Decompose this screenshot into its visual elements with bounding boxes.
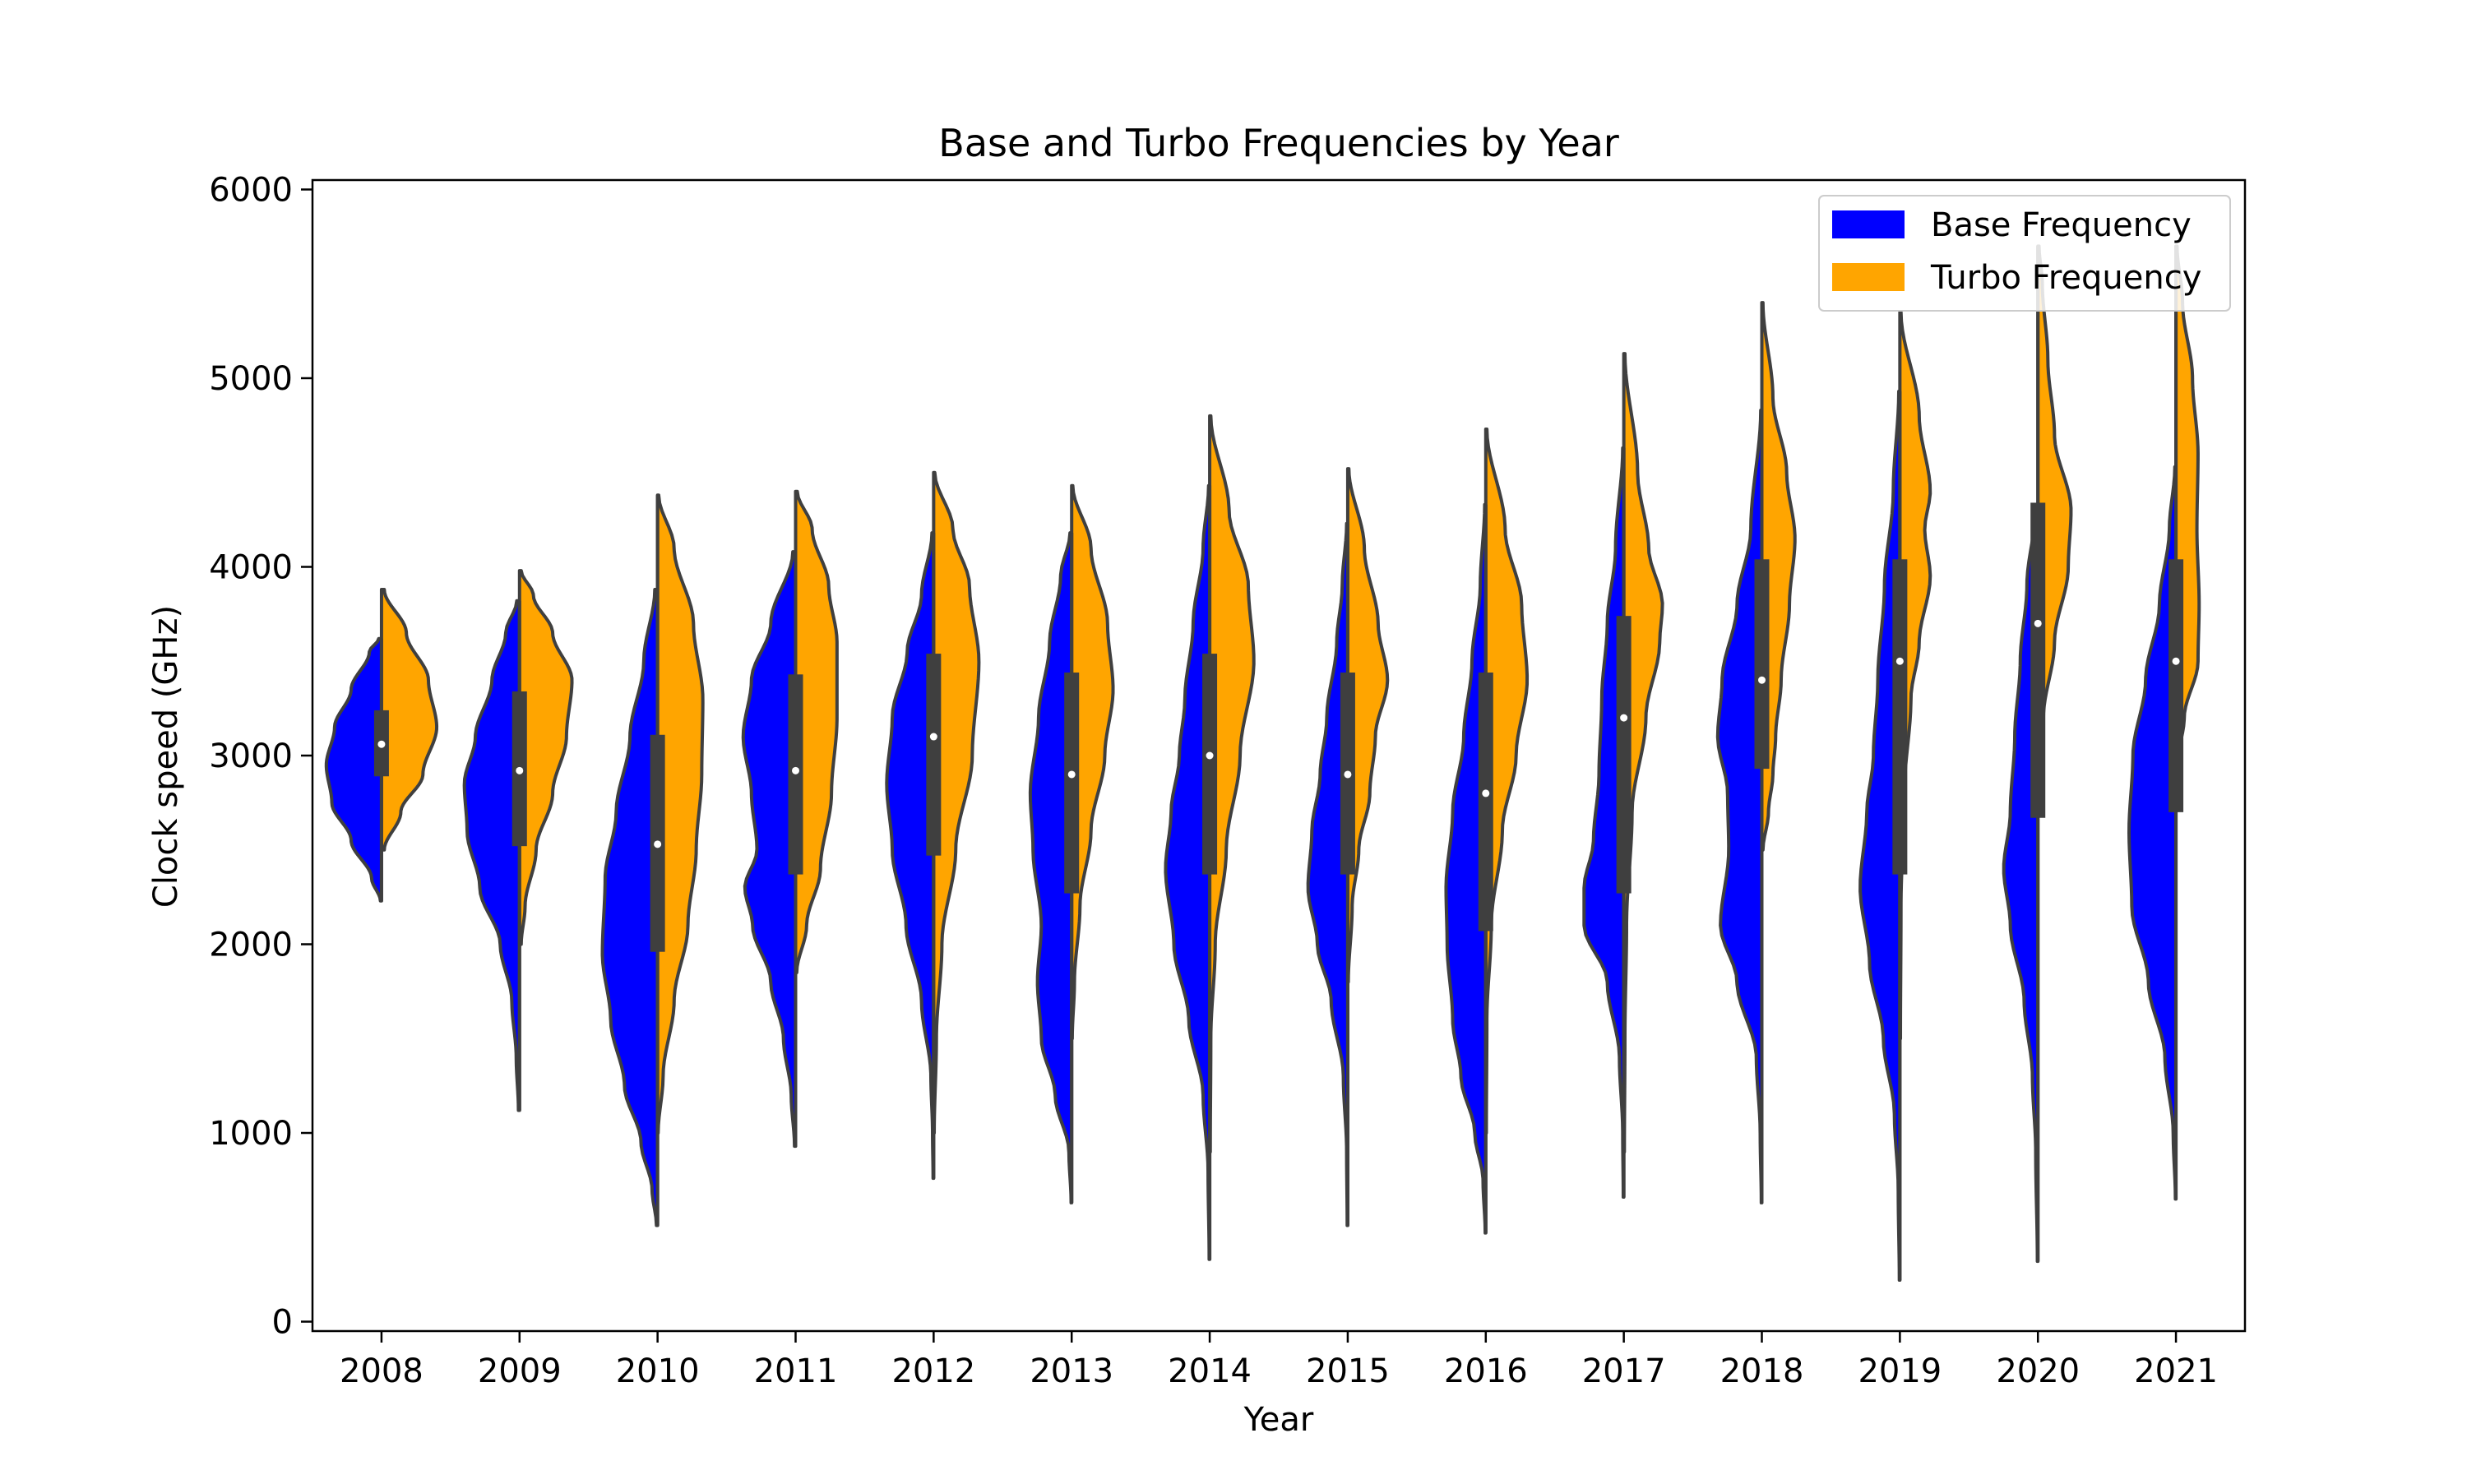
iqr-box-2011	[788, 674, 803, 875]
violin-turbo-2018	[1760, 301, 1797, 852]
violin-base-2008	[324, 636, 383, 903]
median-dot-2021	[2172, 657, 2180, 665]
median-dot-2017	[1620, 714, 1628, 722]
iqr-box-2016	[1478, 673, 1493, 932]
x-tick-label-2020: 2020	[1996, 1352, 2080, 1390]
iqr-box-2018	[1754, 559, 1770, 770]
y-tick-label-4000: 4000	[209, 548, 293, 586]
median-dot-2013	[1067, 770, 1076, 779]
median-dot-2014	[1206, 751, 1214, 760]
legend-frame	[1818, 195, 2231, 312]
violin-base-2012	[885, 531, 936, 1181]
iqr-box-2021	[2168, 559, 2184, 812]
iqr-box-2012	[926, 654, 942, 856]
median-dot-2019	[1895, 657, 1904, 665]
x-tick-label-2008: 2008	[340, 1352, 424, 1390]
chart-title: Base and Turbo Frequencies by Year	[938, 121, 1619, 165]
violin-base-2016	[1444, 502, 1488, 1235]
x-tick-label-2016: 2016	[1444, 1352, 1528, 1390]
violin-base-2013	[1028, 531, 1074, 1204]
median-dot-2020	[2034, 619, 2042, 627]
violin-base-2018	[1715, 409, 1764, 1204]
x-tick-label-2021: 2021	[2134, 1352, 2218, 1390]
median-dot-2010	[654, 840, 662, 848]
y-axis-label: Clock speed (GHz)	[147, 605, 185, 908]
median-dot-2018	[1758, 676, 1766, 684]
violin-turbo-2013	[1070, 483, 1115, 1041]
violin-base-2017	[1582, 446, 1626, 1200]
y-tick-label-0: 0	[272, 1304, 293, 1342]
x-tick-label-2019: 2019	[1858, 1352, 1942, 1390]
violin-turbo-2011	[794, 489, 839, 974]
x-axis-label: Year	[1243, 1401, 1314, 1439]
median-dot-2011	[792, 766, 799, 774]
iqr-box-2017	[1616, 616, 1632, 894]
y-tick-label-6000: 6000	[209, 171, 293, 209]
violin-base-2019	[1858, 390, 1902, 1283]
violin-turbo-2015	[1345, 467, 1390, 984]
violin-turbo-2012	[932, 470, 981, 1135]
iqr-box-2020	[2030, 502, 2046, 818]
violin-base-2011	[741, 550, 798, 1149]
legend-swatch-base	[1832, 210, 1905, 238]
y-tick-label-2000: 2000	[209, 927, 293, 964]
iqr-box-2014	[1202, 654, 1218, 875]
x-tick-label-2013: 2013	[1030, 1352, 1113, 1390]
legend: Base Frequency Turbo Frequency	[1818, 195, 2231, 312]
y-axis: 0 1000 2000 3000 4000 5000 6000	[209, 171, 312, 1342]
violin-base-2014	[1164, 483, 1212, 1261]
violin-base-2015	[1306, 521, 1349, 1227]
legend-swatch-turbo	[1832, 263, 1905, 291]
x-tick-label-2010: 2010	[616, 1352, 700, 1390]
x-tick-label-2009: 2009	[478, 1352, 562, 1390]
boxplots-layer	[373, 246, 2184, 1281]
legend-label-turbo: Turbo Frequency	[1930, 259, 2201, 297]
violins-layer	[324, 244, 2201, 1283]
x-tick-label-2011: 2011	[754, 1352, 838, 1390]
iqr-box-2013	[1064, 673, 1080, 894]
violin-turbo-2010	[655, 493, 705, 1135]
violin-base-2009	[462, 599, 521, 1112]
violin-base-2021	[2127, 465, 2178, 1201]
legend-label-base: Base Frequency	[1931, 206, 2192, 244]
x-tick-label-2015: 2015	[1306, 1352, 1390, 1390]
x-tick-label-2018: 2018	[1720, 1352, 1804, 1390]
y-tick-label-1000: 1000	[209, 1115, 293, 1153]
x-tick-label-2014: 2014	[1168, 1352, 1252, 1390]
median-dot-2008	[377, 740, 386, 748]
median-dot-2009	[516, 766, 524, 774]
violin-base-2010	[600, 588, 660, 1227]
median-dot-2016	[1482, 789, 1490, 797]
median-dot-2012	[929, 733, 937, 741]
x-axis: 2008 2009 2010 2011 2012 2013 2014 2015 2016 2017…	[340, 1331, 2218, 1390]
iqr-box-2019	[1892, 559, 1908, 875]
median-dot-2015	[1344, 770, 1352, 779]
x-tick-label-2012: 2012	[891, 1352, 975, 1390]
x-tick-label-2017: 2017	[1582, 1352, 1666, 1390]
violin-base-2020	[2002, 502, 2040, 1264]
violin-turbo-2009	[517, 569, 574, 946]
violin-turbo-2008	[379, 588, 439, 852]
y-tick-label-5000: 5000	[209, 360, 293, 398]
y-tick-label-3000: 3000	[209, 737, 293, 775]
